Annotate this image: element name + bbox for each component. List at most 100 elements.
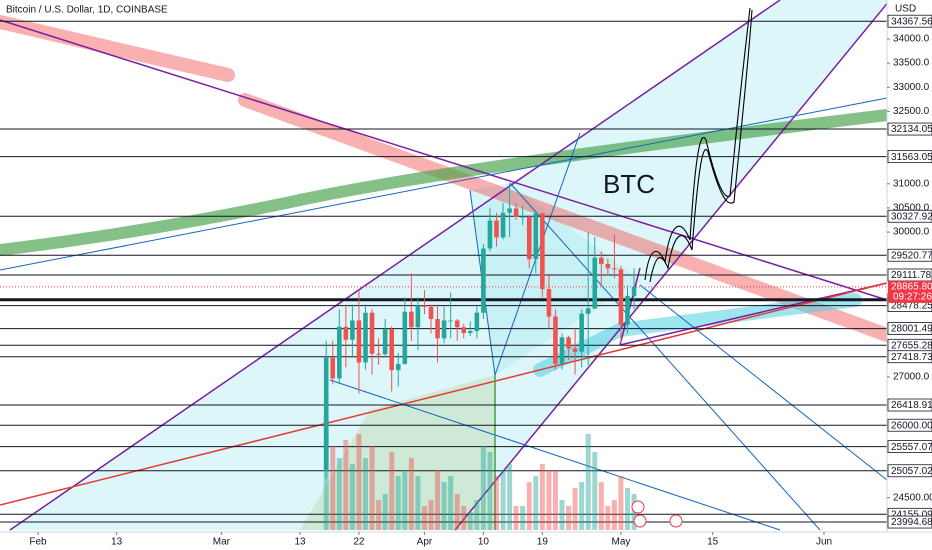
level-label: 34367.56: [891, 16, 932, 27]
volume-bar: [408, 458, 414, 530]
candle-body: [612, 268, 617, 270]
level-label: 26000.00: [891, 420, 932, 431]
event-icon: [633, 514, 647, 528]
trend-line: [0, 97, 888, 271]
candle-body: [468, 331, 473, 334]
candle-body: [461, 327, 467, 334]
red-trend-line: [0, 282, 888, 506]
candle-body: [605, 263, 611, 269]
level-label: 31563.05: [891, 152, 932, 163]
candle-body: [382, 329, 388, 355]
x-tick-label: 13: [294, 537, 306, 548]
candle-body: [350, 320, 355, 340]
currency-label: USD: [895, 4, 916, 15]
x-tick-label: 15: [707, 537, 719, 548]
candle-body: [592, 257, 598, 309]
volume-bar: [395, 476, 401, 530]
candle-body: [618, 269, 624, 325]
candle-body: [507, 208, 512, 213]
volume-bar: [566, 506, 572, 530]
candle-body: [409, 311, 414, 328]
volume-bar: [349, 464, 355, 530]
candle-body: [566, 337, 571, 349]
level-label-box: [887, 350, 932, 364]
volume-bar: [539, 464, 545, 530]
trend-line: [619, 267, 641, 346]
volume-bar: [382, 494, 388, 530]
trend-line: [9, 0, 781, 531]
y-tick-label: 33500.0: [893, 58, 930, 69]
level-label: 28478.25: [891, 301, 932, 312]
trend-line: [639, 284, 888, 481]
candle-body: [395, 363, 401, 371]
candle-body: [500, 212, 506, 238]
candle-body: [337, 326, 342, 379]
last-price-label: 28865.80: [891, 281, 932, 292]
candle-body: [435, 319, 440, 339]
y-tick-label: 24500.00: [893, 492, 932, 503]
candles: [323, 183, 637, 479]
green-fill: [300, 375, 495, 530]
candle-body: [330, 357, 336, 379]
level-label-box: [887, 322, 932, 335]
level-label-box: [887, 418, 932, 432]
pink-highlight: [0, 15, 894, 342]
volume-bar: [494, 476, 499, 530]
x-tick-label: May: [611, 537, 630, 548]
level-label-box: [887, 398, 932, 412]
level-label-box: [887, 440, 932, 454]
volume-bar: [402, 470, 408, 530]
x-tick-label: Apr: [417, 537, 433, 548]
y-tick-label: 27000.0: [893, 372, 930, 383]
candle-body: [474, 312, 480, 332]
candle-body: [585, 308, 591, 314]
candle-body: [415, 305, 421, 328]
volume-bar: [572, 488, 578, 530]
volume-bar: [454, 494, 460, 530]
level-label: 27655.28: [891, 340, 932, 351]
candle-body: [526, 216, 532, 260]
level-label: 26418.91: [891, 400, 932, 411]
candle-body: [546, 289, 552, 317]
volume-bar: [611, 500, 617, 530]
x-tick-label: 22: [353, 537, 365, 548]
event-icon: [631, 500, 645, 514]
candle-body: [422, 305, 427, 307]
candle-body: [631, 286, 637, 296]
candle-body: [553, 316, 558, 364]
candle-body: [428, 306, 434, 320]
level-label: 28001.49: [891, 324, 932, 335]
x-tick-label: Mar: [213, 537, 231, 548]
volume-bar: [605, 506, 611, 530]
volume-bar: [526, 482, 532, 530]
volume-bar: [513, 506, 519, 530]
level-label: 30327.92: [891, 211, 932, 222]
chart-title: Bitcoin / U.S. Dollar, 1D, COINBASE: [6, 5, 168, 16]
candle-body: [402, 311, 408, 364]
level-label: 23994.68: [891, 517, 932, 528]
candle-body: [579, 313, 584, 352]
axes: 34000.0 33500.0 33000.0 32500.0 31000.0 30500…: [29, 14, 932, 548]
volume-bar: [520, 506, 526, 530]
volume-bar: [376, 500, 382, 530]
candle-body: [441, 320, 447, 339]
level-label: 29520.77: [891, 250, 932, 261]
purple-lines: [0, 0, 891, 531]
level-label: 24155.09: [891, 509, 932, 520]
levels: [0, 20, 887, 523]
annotation: BTC: [603, 169, 655, 199]
candle-body: [343, 326, 349, 340]
volume-bar: [461, 506, 467, 530]
event-icons: [631, 500, 683, 528]
volume-bar: [474, 500, 480, 530]
candle-body: [376, 353, 381, 355]
candle-body: [625, 295, 630, 325]
candle-body: [513, 208, 519, 217]
level-label: 25557.07: [891, 442, 932, 453]
volume-bar: [343, 440, 349, 530]
candle-body: [481, 248, 486, 313]
volume-bar: [435, 470, 441, 530]
volume-bar: [507, 464, 513, 530]
x-tick-label: Jun: [816, 537, 832, 548]
